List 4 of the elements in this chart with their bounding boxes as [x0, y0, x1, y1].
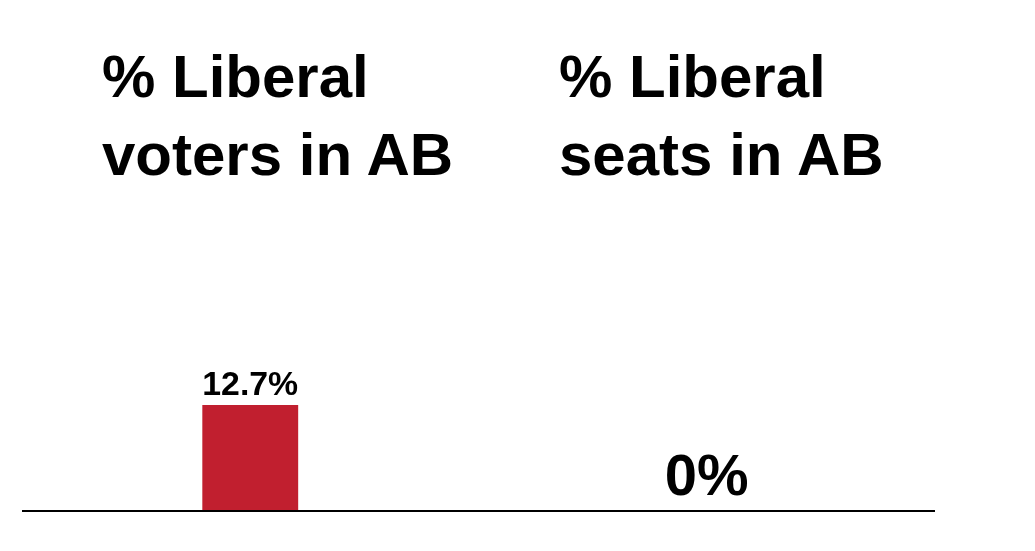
x-tick-label: % Liberal seats in AB: [559, 43, 884, 188]
data-label: 0%: [664, 442, 749, 507]
data-label: 12.7%: [202, 364, 299, 403]
x-tick-label: % Liberal voters in AB: [102, 43, 454, 188]
